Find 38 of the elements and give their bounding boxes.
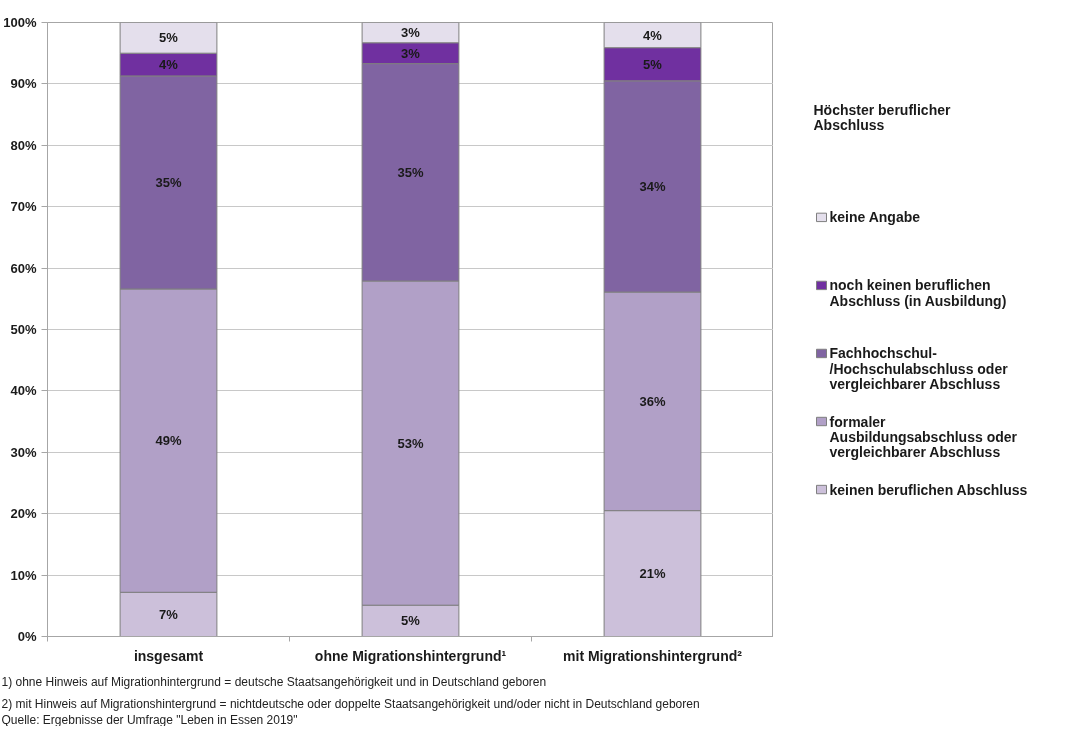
data-label: 5% bbox=[643, 56, 663, 72]
legend-label: noch keinen beruflichen Abschluss (in Ausbildung) bbox=[829, 277, 1007, 309]
data-label: 4% bbox=[643, 27, 663, 43]
x-tick-label: insgesamt bbox=[133, 647, 204, 664]
y-tick-label: 70% bbox=[10, 199, 37, 215]
y-tick-label: 50% bbox=[10, 322, 37, 337]
data-label: 7% bbox=[159, 606, 179, 622]
text: 2) mit Hinweis auf Migrationshintergrund = nichtdeutsche oder doppelte Staatsangehörigkeit und/oder nicht in Deutschland geboren bbox=[1, 696, 700, 711]
y-tick-label: 20% bbox=[10, 506, 37, 522]
text: 1) ohne Hinweis auf Migrationhintergrund = deutsche Staatsangehörigkeit und in Deutschland geboren bbox=[1, 674, 547, 689]
data-label: 21% bbox=[639, 566, 666, 582]
y-tick-label: 10% bbox=[10, 567, 37, 583]
data-label: 34% bbox=[639, 178, 666, 194]
source-note: Quelle: Ergebnisse der Umfrage "Leben in Essen 2019" bbox=[1, 712, 298, 727]
data-label: 36% bbox=[639, 393, 666, 409]
data-label: 35% bbox=[397, 164, 424, 180]
data-label: 5% bbox=[401, 613, 421, 629]
legend-label: keine Angabe bbox=[829, 209, 921, 226]
data-label: 35% bbox=[155, 174, 182, 190]
legend-label: keinen beruflichen Abschluss bbox=[829, 481, 1028, 498]
legend-label: formaler Ausbildungsabschluss oder vergleichbarer Abschluss bbox=[829, 413, 1018, 460]
y-tick-label: 80% bbox=[10, 137, 37, 153]
data-label: 49% bbox=[155, 433, 182, 449]
y-tick-label: 90% bbox=[10, 76, 37, 92]
data-label: 3% bbox=[401, 45, 421, 61]
y-tick-label: 40% bbox=[10, 383, 37, 399]
data-label: 5% bbox=[159, 30, 179, 46]
y-tick-label: 0% bbox=[17, 629, 37, 644]
y-tick-label: 100% bbox=[3, 15, 37, 30]
x-tick-label: ohne Migrationshintergrund¹ bbox=[314, 647, 507, 664]
data-label: 4% bbox=[159, 57, 179, 73]
legend-label: Fachhochschul-/Hochschulabschluss oder vergleichbarer Abschluss bbox=[829, 345, 1009, 392]
y-tick-label: 60% bbox=[10, 260, 37, 276]
legend-title: Höchster beruflicher Abschluss bbox=[813, 101, 951, 133]
y-tick-label: 30% bbox=[10, 444, 37, 460]
data-label: 3% bbox=[401, 25, 421, 41]
data-label: 53% bbox=[397, 435, 424, 451]
x-tick-label: mit Migrationshintergrund² bbox=[563, 647, 743, 664]
